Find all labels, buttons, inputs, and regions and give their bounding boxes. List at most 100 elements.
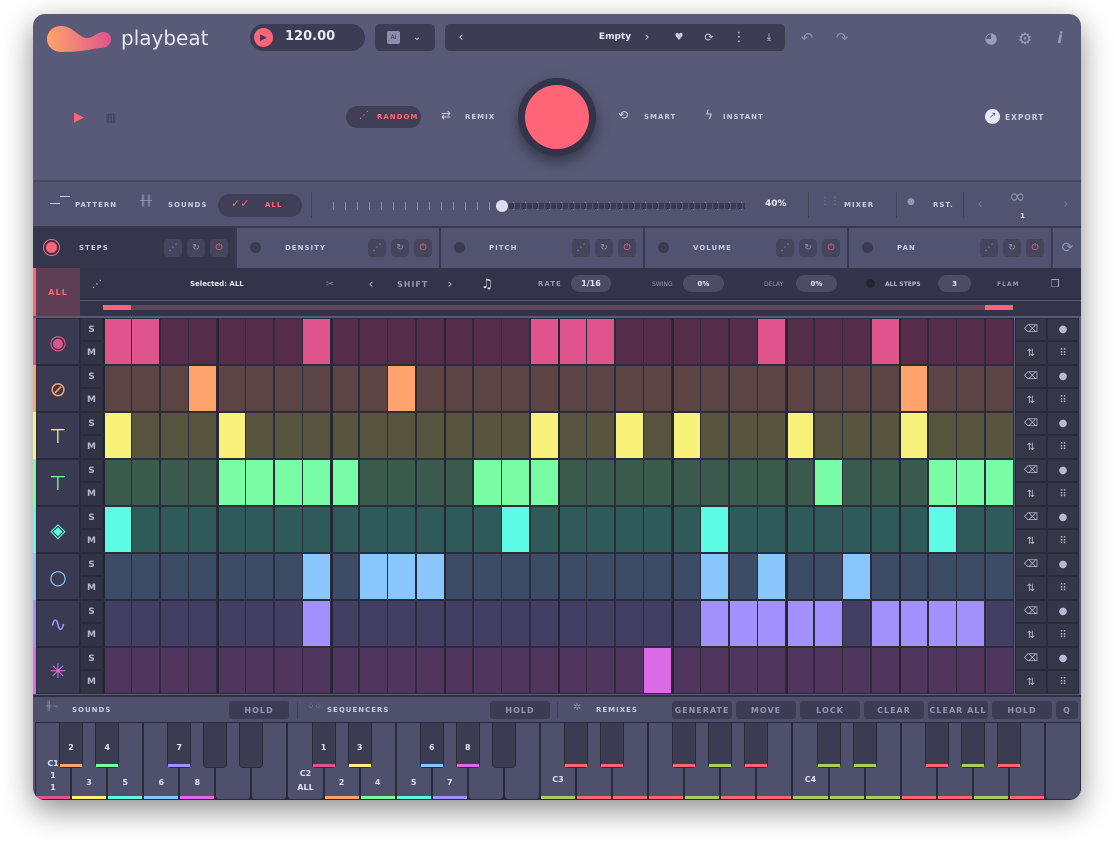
clear-button[interactable]: CLEAR (864, 701, 924, 719)
record-icon[interactable] (46, 242, 57, 253)
step-off[interactable] (586, 412, 616, 459)
nudge-icon[interactable]: ⇅ (1015, 529, 1047, 553)
redo-icon[interactable]: ↷ (835, 29, 849, 47)
power-icon[interactable]: ⏻ (1026, 239, 1044, 257)
step-off[interactable] (159, 365, 189, 412)
synth-wave-icon[interactable]: ∿ (36, 600, 80, 647)
black-key[interactable] (816, 722, 841, 768)
step-off[interactable] (159, 553, 189, 600)
step-off[interactable] (813, 365, 843, 412)
step-off[interactable] (188, 647, 218, 694)
step-off[interactable] (927, 647, 957, 694)
lock-icon[interactable]: ● (1047, 412, 1079, 435)
preset-bar[interactable]: ‹ Empty › ♥ ⟳ ⋮ ⤓ (445, 24, 785, 51)
step-off[interactable] (472, 647, 502, 694)
nudge-icon[interactable]: ⇅ (1015, 388, 1047, 412)
step-off[interactable] (899, 553, 929, 600)
step-off[interactable] (956, 365, 986, 412)
step-off[interactable] (444, 412, 474, 459)
step-off[interactable] (728, 553, 758, 600)
step-off[interactable] (358, 318, 388, 365)
step-off[interactable] (671, 600, 701, 647)
nudge-icon[interactable]: ⇅ (1015, 341, 1047, 365)
step-off[interactable] (842, 318, 872, 365)
mute-button[interactable]: M (80, 576, 103, 600)
step-off[interactable] (358, 365, 388, 412)
lock-icon[interactable]: ● (1047, 553, 1079, 576)
lock-icon[interactable]: ● (1047, 318, 1079, 341)
loop-end-handle[interactable] (985, 305, 1013, 310)
step-on[interactable] (302, 553, 331, 600)
step-off[interactable] (956, 412, 986, 459)
step-off[interactable] (927, 365, 957, 412)
hihat-icon[interactable]: ⊤ (36, 412, 80, 459)
step-off[interactable] (614, 365, 644, 412)
black-key[interactable] (564, 722, 589, 768)
step-on[interactable] (387, 553, 417, 600)
mute-button[interactable]: M (80, 482, 103, 506)
step-off[interactable] (614, 647, 644, 694)
step-off[interactable] (558, 412, 587, 459)
step-off[interactable] (501, 647, 531, 694)
step-off[interactable] (785, 506, 815, 553)
step-off[interactable] (103, 553, 132, 600)
step-off[interactable] (103, 365, 132, 412)
step-on[interactable] (387, 365, 417, 412)
step-on[interactable] (757, 600, 786, 647)
step-on[interactable] (558, 318, 587, 365)
step-off[interactable] (472, 553, 502, 600)
black-key[interactable]: 1 (311, 722, 336, 768)
step-off[interactable] (245, 600, 275, 647)
chevron-left-icon[interactable]: ‹ (977, 196, 983, 212)
step-off[interactable] (387, 647, 417, 694)
step-on[interactable] (785, 412, 815, 459)
step-off[interactable] (757, 647, 786, 694)
step-off[interactable] (302, 647, 331, 694)
step-off[interactable] (501, 318, 531, 365)
step-off[interactable] (558, 365, 587, 412)
step-off[interactable] (956, 553, 986, 600)
snare-icon[interactable]: ⊘ (36, 365, 80, 412)
black-key[interactable] (924, 722, 949, 768)
step-on[interactable] (813, 600, 843, 647)
step-off[interactable] (216, 600, 246, 647)
step-on[interactable] (785, 600, 815, 647)
step-on[interactable] (188, 365, 218, 412)
step-off[interactable] (131, 459, 161, 506)
play-icon[interactable]: ▶ (254, 28, 273, 47)
sparkle-fx-icon[interactable]: ✳ (36, 647, 80, 694)
step-off[interactable] (956, 318, 986, 365)
step-off[interactable] (103, 459, 132, 506)
chevron-right-icon[interactable]: › (644, 29, 650, 45)
step-off[interactable] (273, 412, 303, 459)
step-off[interactable] (415, 600, 445, 647)
power-icon[interactable]: ⏻ (210, 239, 228, 257)
step-off[interactable] (131, 365, 161, 412)
step-on[interactable] (586, 318, 616, 365)
mute-button[interactable]: M (80, 529, 103, 553)
step-off[interactable] (529, 553, 559, 600)
step-off[interactable] (586, 506, 616, 553)
step-off[interactable] (671, 553, 701, 600)
step-off[interactable] (330, 365, 360, 412)
solo-button[interactable]: S (80, 318, 103, 341)
step-off[interactable] (643, 553, 673, 600)
step-off[interactable] (330, 553, 360, 600)
step-off[interactable] (956, 647, 986, 694)
step-off[interactable] (501, 365, 531, 412)
black-key[interactable]: 6 (419, 722, 444, 768)
step-off[interactable] (558, 506, 587, 553)
step-off[interactable] (757, 365, 786, 412)
step-off[interactable] (899, 647, 929, 694)
lock-icon[interactable]: ● (1047, 506, 1079, 529)
piano-roll-icon[interactable]: ▥ (105, 110, 117, 124)
step-off[interactable] (387, 412, 417, 459)
black-key[interactable] (996, 722, 1021, 768)
black-key[interactable] (672, 722, 697, 768)
step-off[interactable] (671, 647, 701, 694)
step-off[interactable] (501, 412, 531, 459)
q-button[interactable]: Q (1056, 701, 1078, 719)
step-off[interactable] (842, 647, 872, 694)
drag-handle-icon[interactable]: ⠿ (1047, 388, 1079, 412)
black-key[interactable] (491, 722, 516, 768)
